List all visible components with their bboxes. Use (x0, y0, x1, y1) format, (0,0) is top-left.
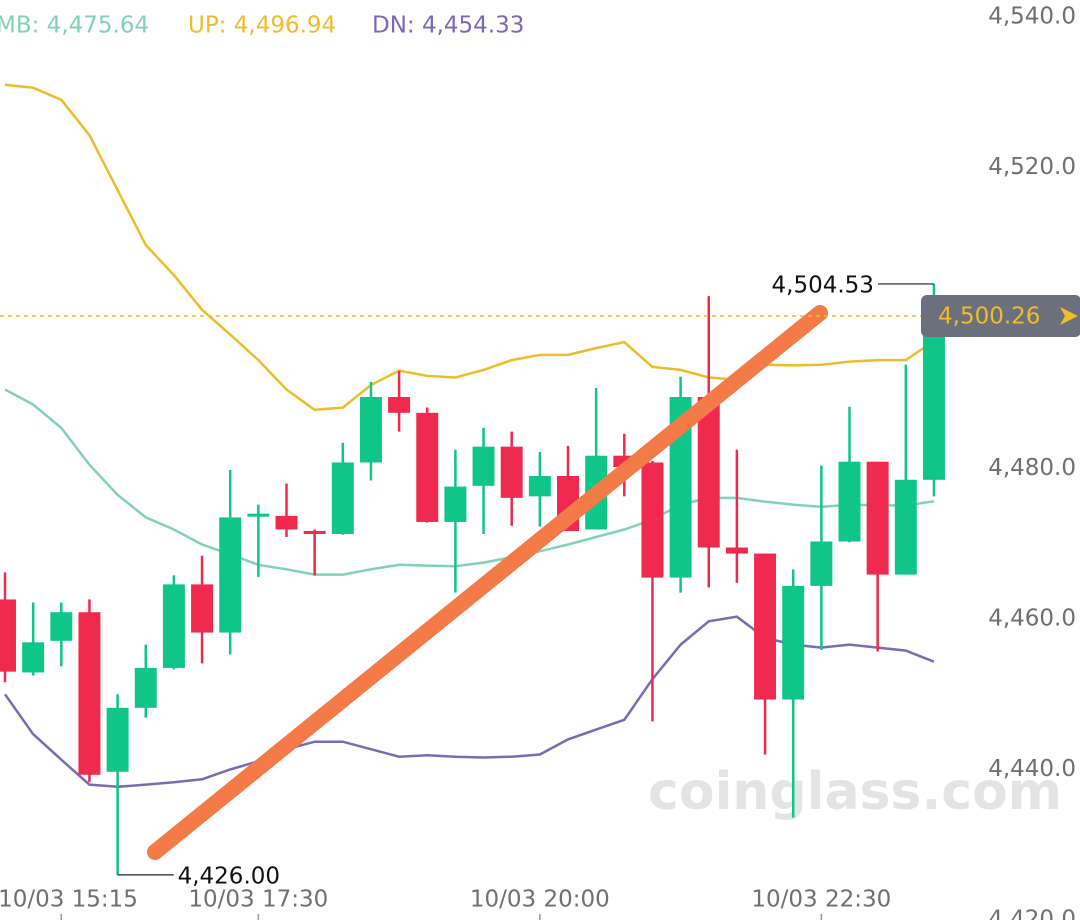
y-tick-label: 4,520.0 (988, 154, 1076, 180)
annotation-label: 4,426.00 (178, 863, 280, 889)
legend-entry: MB: 4,475.64 (0, 13, 149, 39)
candle-body (894, 479, 917, 575)
candle-body (331, 462, 354, 534)
candle-body (162, 584, 185, 668)
candle-body (191, 584, 214, 633)
legend: MB: 4,475.64 UP: 4,496.94 DN: 4,454.33 (0, 13, 524, 39)
candle-body (922, 316, 945, 480)
candle-body (106, 707, 129, 772)
candle-body (247, 513, 270, 517)
price-tag (921, 295, 1080, 338)
candle-body (472, 446, 495, 486)
candle-body (275, 515, 298, 530)
candle-body (22, 642, 45, 673)
candle-body (528, 476, 551, 497)
watermark: coinglass.com (648, 762, 1062, 822)
candle-body (78, 612, 101, 775)
candle-body (754, 553, 777, 700)
price-tag-arrow (1060, 307, 1078, 326)
y-tick-label: 4,440.0 (988, 756, 1076, 782)
candle-body (500, 446, 523, 498)
annotations: 4,504.53 4,426.00 4,500.26 (0, 272, 1080, 889)
band-line (4, 83, 935, 412)
candle-body (669, 397, 692, 578)
price-tag-label: 4,500.26 (938, 304, 1040, 330)
candle-body (444, 486, 467, 522)
band-line (3, 615, 935, 789)
candle-body (697, 397, 720, 548)
candle-body (866, 461, 889, 575)
y-tick-label: 4,420.0 (988, 907, 1076, 920)
candle-body (725, 547, 748, 554)
legend-entry: DN: 4,454.33 (372, 13, 524, 39)
x-tick-label: 10/03 20:00 (470, 887, 610, 913)
candle-body (50, 612, 73, 641)
candle-body (838, 461, 861, 542)
candle-body (219, 517, 242, 633)
grid: 4,420.0 4,440.0 4,460.0 4,480.0 4,520.0 4,540… (0, 4, 1076, 920)
x-tick-label: 10/03 15:15 (0, 887, 138, 913)
candle-body (303, 530, 326, 534)
y-tick-label: 4,480.0 (988, 455, 1076, 481)
annotation-label: 4,504.53 (772, 272, 874, 298)
x-tick-label: 10/03 22:30 (751, 887, 891, 913)
candle-body (810, 541, 833, 586)
candle-body (782, 585, 805, 700)
candle-body (0, 599, 16, 672)
band-line (4, 388, 935, 576)
trend-line (147, 305, 828, 860)
y-tick-label: 4,460.0 (988, 606, 1076, 632)
candle-body (388, 397, 411, 413)
candle-body (416, 412, 439, 522)
candle-body (359, 397, 382, 463)
candle-body (641, 462, 664, 578)
y-tick-label: 4,540.0 (988, 4, 1076, 30)
candles (0, 283, 945, 875)
candle-body (134, 667, 157, 708)
bands (3, 83, 935, 789)
legend-entry: UP: 4,496.94 (188, 13, 336, 39)
x-tick-label: 10/03 17:30 (188, 887, 328, 913)
